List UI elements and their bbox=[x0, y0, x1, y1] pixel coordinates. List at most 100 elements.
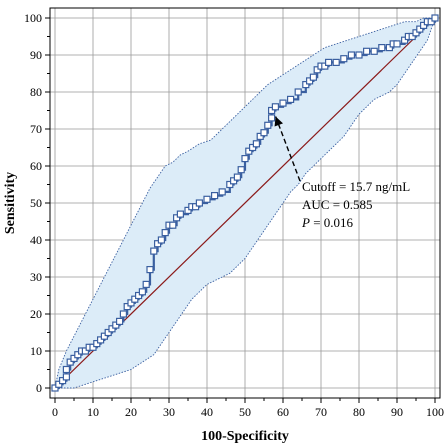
annotation-auc: AUC = 0.585 bbox=[302, 197, 373, 212]
roc-marker bbox=[112, 321, 120, 329]
annotation-p-value: P = 0.016 bbox=[301, 215, 354, 230]
roc-markers bbox=[51, 14, 439, 392]
roc-marker bbox=[416, 25, 424, 33]
x-tick-label: 20 bbox=[125, 405, 137, 419]
roc-marker bbox=[62, 373, 71, 381]
roc-marker bbox=[431, 14, 439, 22]
roc-marker bbox=[203, 195, 211, 203]
roc-marker bbox=[127, 299, 135, 307]
annotation-arrow-head bbox=[274, 116, 283, 127]
ci-lower-line bbox=[55, 17, 436, 389]
roc-marker bbox=[184, 206, 192, 214]
roc-marker bbox=[119, 310, 128, 318]
roc-marker bbox=[55, 380, 63, 388]
roc-marker bbox=[211, 192, 219, 200]
roc-marker bbox=[192, 203, 200, 211]
roc-marker bbox=[142, 280, 150, 288]
roc-marker bbox=[408, 32, 416, 41]
x-tick-label: 60 bbox=[277, 405, 289, 419]
roc-marker bbox=[233, 173, 241, 181]
roc-marker bbox=[89, 343, 97, 351]
x-tick-label: 80 bbox=[353, 405, 365, 419]
roc-marker bbox=[131, 295, 139, 303]
roc-marker bbox=[256, 132, 264, 140]
annotation-arrow-line bbox=[274, 116, 301, 182]
roc-marker bbox=[313, 66, 321, 74]
roc-marker bbox=[370, 47, 378, 55]
roc-marker bbox=[302, 80, 310, 89]
roc-marker bbox=[138, 288, 146, 296]
roc-marker bbox=[96, 336, 105, 344]
roc-marker bbox=[74, 351, 82, 359]
y-tick-label: 80 bbox=[30, 85, 42, 99]
roc-marker bbox=[104, 328, 112, 337]
roc-marker bbox=[340, 55, 348, 63]
roc-marker bbox=[355, 51, 363, 59]
roc-marker bbox=[287, 95, 295, 104]
roc-marker bbox=[81, 347, 90, 355]
y-tick-label: 90 bbox=[30, 48, 42, 62]
roc-marker bbox=[401, 36, 409, 44]
roc-marker bbox=[230, 177, 238, 185]
roc-marker bbox=[115, 317, 124, 325]
roc-marker bbox=[325, 58, 333, 67]
roc-marker bbox=[161, 229, 169, 237]
roc-marker bbox=[154, 240, 162, 248]
roc-marker bbox=[66, 358, 74, 366]
roc-marker bbox=[309, 73, 317, 81]
roc-marker bbox=[245, 147, 253, 155]
roc-marker bbox=[195, 199, 203, 207]
y-tick-label: 20 bbox=[30, 307, 42, 321]
roc-marker bbox=[306, 77, 314, 85]
roc-marker bbox=[412, 29, 420, 37]
roc-marker bbox=[218, 188, 226, 196]
x-tick-label: 70 bbox=[315, 405, 327, 419]
annotation-arrow bbox=[274, 116, 301, 182]
y-tick-label: 0 bbox=[36, 381, 42, 395]
roc-marker bbox=[321, 62, 329, 70]
roc-marker bbox=[100, 332, 109, 340]
roc-marker bbox=[294, 88, 302, 96]
roc-marker bbox=[279, 99, 287, 107]
y-axis-title: Sensitivity bbox=[3, 172, 18, 234]
roc-marker bbox=[393, 40, 401, 48]
roc-marker bbox=[271, 103, 279, 111]
roc-marker bbox=[123, 303, 131, 311]
x-tick-label: 40 bbox=[201, 405, 213, 419]
y-tick-label: 60 bbox=[30, 159, 42, 173]
y-tick-label: 10 bbox=[30, 344, 42, 358]
y-tick-label: 40 bbox=[30, 233, 42, 247]
roc-marker bbox=[268, 114, 276, 122]
roc-marker bbox=[237, 166, 245, 174]
x-axis-title: 100-Specificity bbox=[201, 429, 289, 444]
roc-marker bbox=[176, 210, 184, 218]
x-tick-label: 100 bbox=[426, 405, 444, 419]
roc-marker bbox=[173, 214, 181, 222]
roc-marker bbox=[157, 236, 165, 244]
roc-marker bbox=[347, 51, 355, 59]
roc-marker bbox=[241, 155, 249, 163]
roc-marker bbox=[260, 129, 268, 137]
roc-marker bbox=[58, 377, 67, 385]
x-tick-label: 10 bbox=[87, 405, 99, 419]
roc-marker bbox=[93, 340, 101, 348]
roc-marker bbox=[332, 58, 340, 67]
y-tick-label: 30 bbox=[30, 270, 42, 284]
roc-marker bbox=[70, 354, 78, 362]
roc-marker bbox=[146, 266, 154, 274]
y-tick-label: 100 bbox=[24, 11, 42, 25]
roc-marker bbox=[420, 21, 428, 29]
x-tick-label: 90 bbox=[391, 405, 403, 419]
roc-marker bbox=[169, 221, 177, 229]
roc-marker bbox=[378, 43, 386, 52]
roc-marker bbox=[363, 47, 371, 55]
x-tick-label: 30 bbox=[163, 405, 175, 419]
roc-marker bbox=[135, 291, 143, 300]
x-tick-label: 50 bbox=[239, 405, 251, 419]
axis-ticks: 0 10 20 30 40 50 60 70 80 90 100 0 10 20 30 40 50 60 70 80 9… bbox=[24, 11, 444, 419]
roc-marker bbox=[268, 106, 276, 115]
roc-marker bbox=[427, 18, 435, 26]
ci-upper-line bbox=[54, 17, 435, 389]
roc-marker bbox=[150, 247, 158, 255]
